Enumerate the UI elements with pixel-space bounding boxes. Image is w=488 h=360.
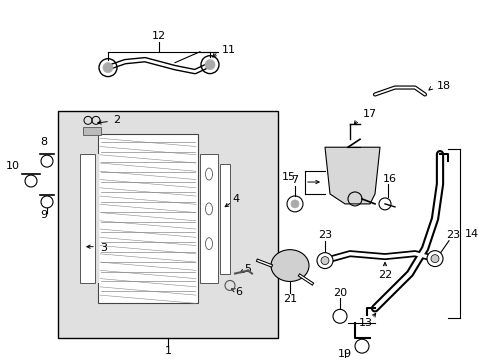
Text: 9: 9 — [41, 210, 47, 220]
Ellipse shape — [430, 255, 438, 262]
Circle shape — [103, 63, 113, 73]
Text: 15: 15 — [282, 172, 295, 182]
Text: 12: 12 — [152, 31, 166, 41]
Text: 23: 23 — [445, 230, 459, 240]
Text: 10: 10 — [6, 161, 20, 171]
Text: 6: 6 — [235, 287, 242, 297]
Ellipse shape — [316, 253, 332, 269]
Ellipse shape — [205, 238, 212, 250]
Bar — [98, 134, 198, 303]
Text: 1: 1 — [164, 346, 171, 356]
Bar — [220, 164, 229, 274]
Bar — [58, 111, 278, 338]
Bar — [80, 154, 95, 283]
Text: 22: 22 — [377, 270, 391, 279]
Text: 11: 11 — [222, 45, 236, 55]
Text: 13: 13 — [358, 318, 372, 328]
Circle shape — [290, 200, 298, 208]
Circle shape — [204, 60, 215, 69]
Bar — [83, 127, 101, 135]
Ellipse shape — [270, 250, 308, 282]
Ellipse shape — [205, 168, 212, 180]
Polygon shape — [325, 147, 379, 204]
Bar — [96, 154, 99, 283]
Text: 19: 19 — [337, 349, 351, 359]
Text: 7: 7 — [291, 175, 298, 185]
Ellipse shape — [426, 251, 442, 266]
Text: 8: 8 — [41, 137, 47, 147]
Text: 21: 21 — [283, 294, 296, 305]
Text: 3: 3 — [101, 243, 107, 253]
Text: 4: 4 — [232, 194, 239, 204]
Ellipse shape — [205, 203, 212, 215]
Text: 16: 16 — [382, 174, 396, 184]
Text: 17: 17 — [362, 109, 376, 120]
Ellipse shape — [332, 309, 346, 323]
Text: 20: 20 — [332, 288, 346, 298]
Text: 14: 14 — [464, 229, 478, 239]
Bar — [200, 154, 218, 283]
Text: 18: 18 — [436, 81, 450, 91]
Text: 23: 23 — [317, 230, 331, 240]
Text: 2: 2 — [113, 115, 121, 125]
Ellipse shape — [320, 257, 328, 265]
Text: 5: 5 — [244, 264, 251, 274]
